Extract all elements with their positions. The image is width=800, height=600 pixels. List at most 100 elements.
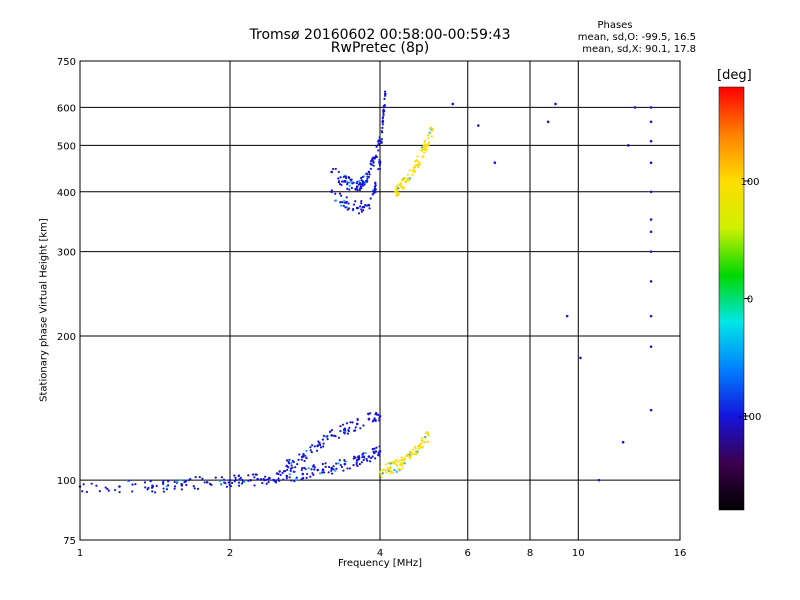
data-point (350, 186, 353, 190)
data-point (397, 183, 400, 186)
data-point (192, 484, 195, 488)
data-point (402, 459, 406, 462)
data-point (334, 167, 337, 171)
data-point (339, 429, 342, 433)
data-point (423, 144, 426, 147)
data-point (365, 179, 368, 183)
data-point (287, 466, 290, 469)
data-point (151, 484, 154, 487)
data-point (360, 179, 363, 182)
data-point (382, 106, 385, 109)
data-point (321, 438, 325, 441)
data-point (411, 173, 414, 176)
data-point (368, 460, 372, 463)
data-point (400, 456, 403, 459)
data-point (354, 188, 357, 191)
data-point (349, 421, 352, 424)
data-point (408, 177, 411, 180)
data-point (400, 179, 404, 182)
data-point (384, 468, 387, 472)
data-point (301, 472, 305, 476)
data-point (118, 485, 121, 488)
data-point (167, 479, 170, 482)
data-point (335, 462, 338, 465)
colorbar (718, 86, 745, 511)
colorbar-unit: [deg] (717, 68, 752, 83)
data-point (363, 456, 366, 459)
data-point (363, 183, 366, 186)
data-point (298, 453, 301, 456)
data-point (383, 97, 386, 100)
y-tick-label: 100 (57, 476, 76, 487)
data-point (290, 461, 293, 465)
data-point (417, 163, 421, 167)
data-point (371, 420, 374, 423)
data-point (264, 475, 267, 478)
data-point (380, 476, 383, 479)
data-point (131, 490, 134, 493)
data-point (180, 488, 183, 491)
data-point (340, 194, 343, 197)
data-point (364, 203, 367, 207)
data-point (430, 127, 433, 130)
phase-stat-o: mean, sd,O: -99.5, 16.5 (577, 32, 696, 43)
data-point (356, 455, 360, 459)
data-point (301, 466, 304, 470)
data-point (649, 120, 653, 124)
data-point (302, 476, 305, 480)
data-point (220, 483, 223, 486)
y-tick-label: 300 (57, 248, 76, 259)
data-point (81, 490, 84, 493)
data-point (346, 467, 349, 470)
data-point (277, 477, 280, 480)
data-point (395, 470, 398, 473)
data-point (649, 161, 653, 164)
data-point (335, 467, 338, 470)
data-point (360, 199, 363, 203)
data-point (412, 169, 416, 172)
data-point (249, 478, 252, 482)
data-point (396, 460, 400, 463)
data-point (198, 475, 201, 479)
data-point (426, 142, 429, 146)
data-point (426, 440, 430, 443)
data-point (378, 163, 382, 167)
data-point (356, 189, 359, 192)
data-point (330, 434, 334, 437)
data-point (368, 173, 371, 176)
data-point (149, 480, 152, 483)
data-point (400, 464, 403, 467)
data-point (364, 451, 367, 455)
data-point (267, 481, 270, 484)
data-point (384, 92, 387, 95)
data-point (398, 468, 402, 471)
data-point (324, 435, 327, 438)
data-point (352, 457, 355, 460)
data-point (378, 414, 382, 418)
data-point (386, 467, 390, 470)
data-point (381, 119, 384, 122)
data-point (118, 491, 121, 494)
data-point (349, 179, 352, 182)
y-tick-label: 600 (57, 103, 76, 114)
data-point (389, 472, 392, 475)
data-point (371, 447, 374, 451)
data-point (348, 426, 351, 430)
data-point (237, 484, 241, 487)
data-point (346, 187, 349, 190)
data-point (360, 202, 363, 205)
data-point (362, 458, 365, 462)
data-point (395, 194, 398, 198)
data-point (294, 466, 297, 469)
data-point (201, 477, 204, 480)
data-point (373, 447, 376, 450)
data-point (292, 460, 295, 464)
data-point (237, 474, 240, 478)
data-point (368, 207, 371, 210)
data-point (162, 479, 165, 482)
data-point (393, 468, 396, 472)
data-point (377, 453, 380, 456)
data-point (351, 421, 354, 424)
y-tick-label: 75 (63, 536, 76, 547)
data-point (408, 457, 411, 460)
